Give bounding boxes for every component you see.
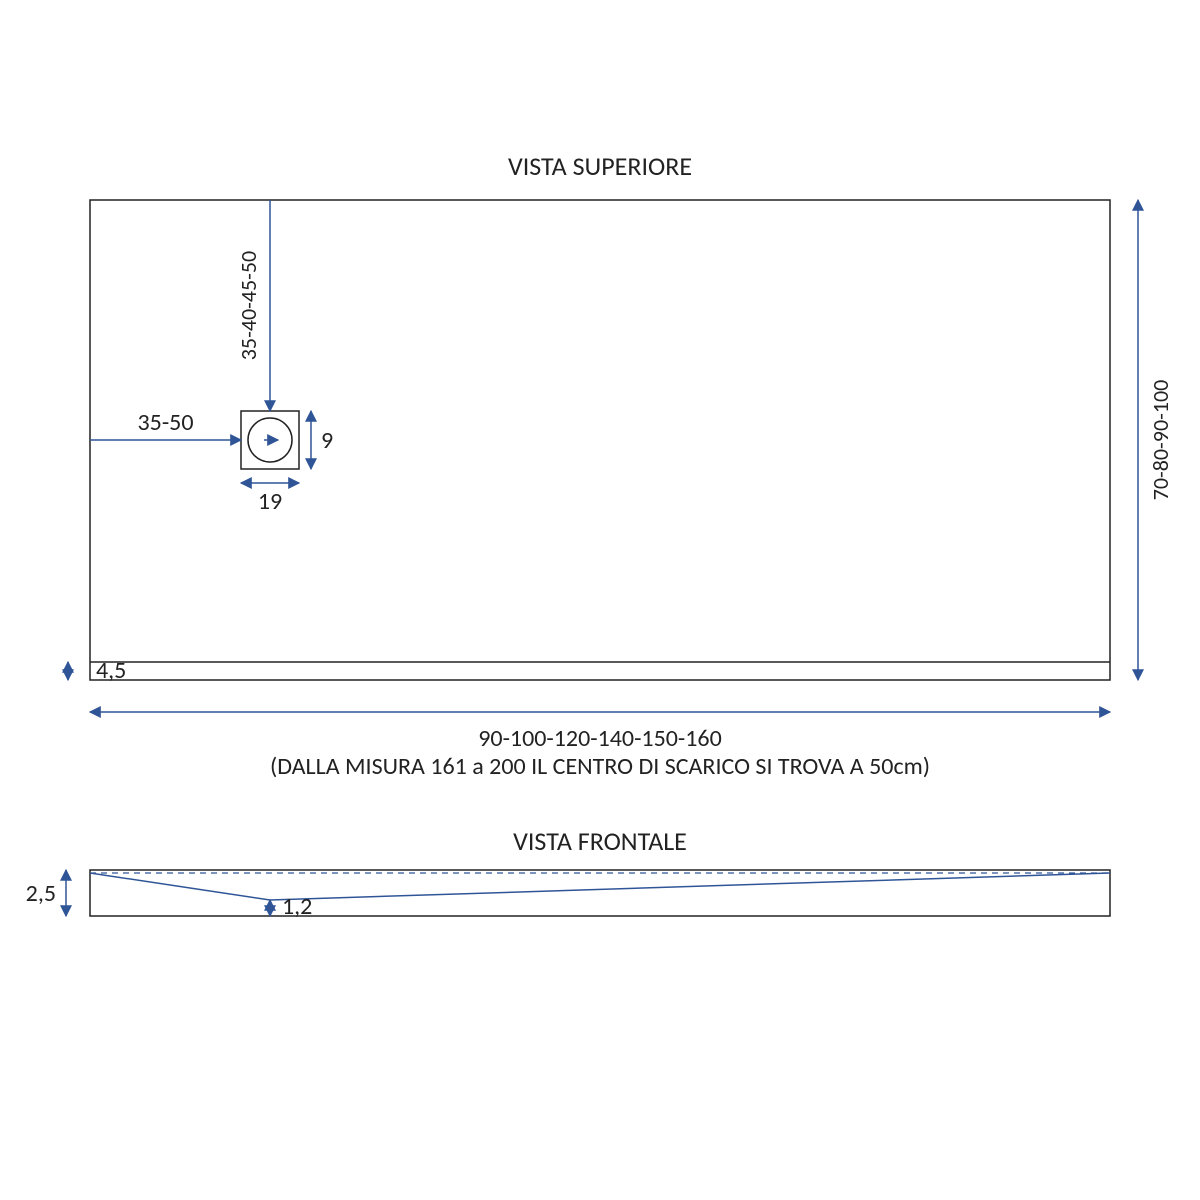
dim-drain-height: 9 bbox=[321, 426, 333, 455]
top-view-title: VISTA SUPERIORE bbox=[508, 150, 692, 182]
dim-width-note: (DALLA MISURA 161 a 200 IL CENTRO DI SCA… bbox=[270, 752, 930, 781]
dim-drain-width: 19 bbox=[258, 487, 282, 516]
dim-height: 70-80-90-100 bbox=[1147, 380, 1174, 501]
dim-lip: 4,5 bbox=[96, 656, 126, 685]
dim-offset-left: 35-50 bbox=[137, 408, 193, 437]
front-view-title: VISTA FRONTALE bbox=[513, 825, 687, 857]
dim-front-height: 2,5 bbox=[26, 879, 56, 908]
dim-offset-top: 35-40-45-50 bbox=[235, 251, 262, 360]
dim-width: 90-100-120-140-150-160 bbox=[478, 724, 722, 753]
dim-front-depth: 1,2 bbox=[282, 892, 312, 921]
front-view-outline bbox=[90, 870, 1110, 916]
